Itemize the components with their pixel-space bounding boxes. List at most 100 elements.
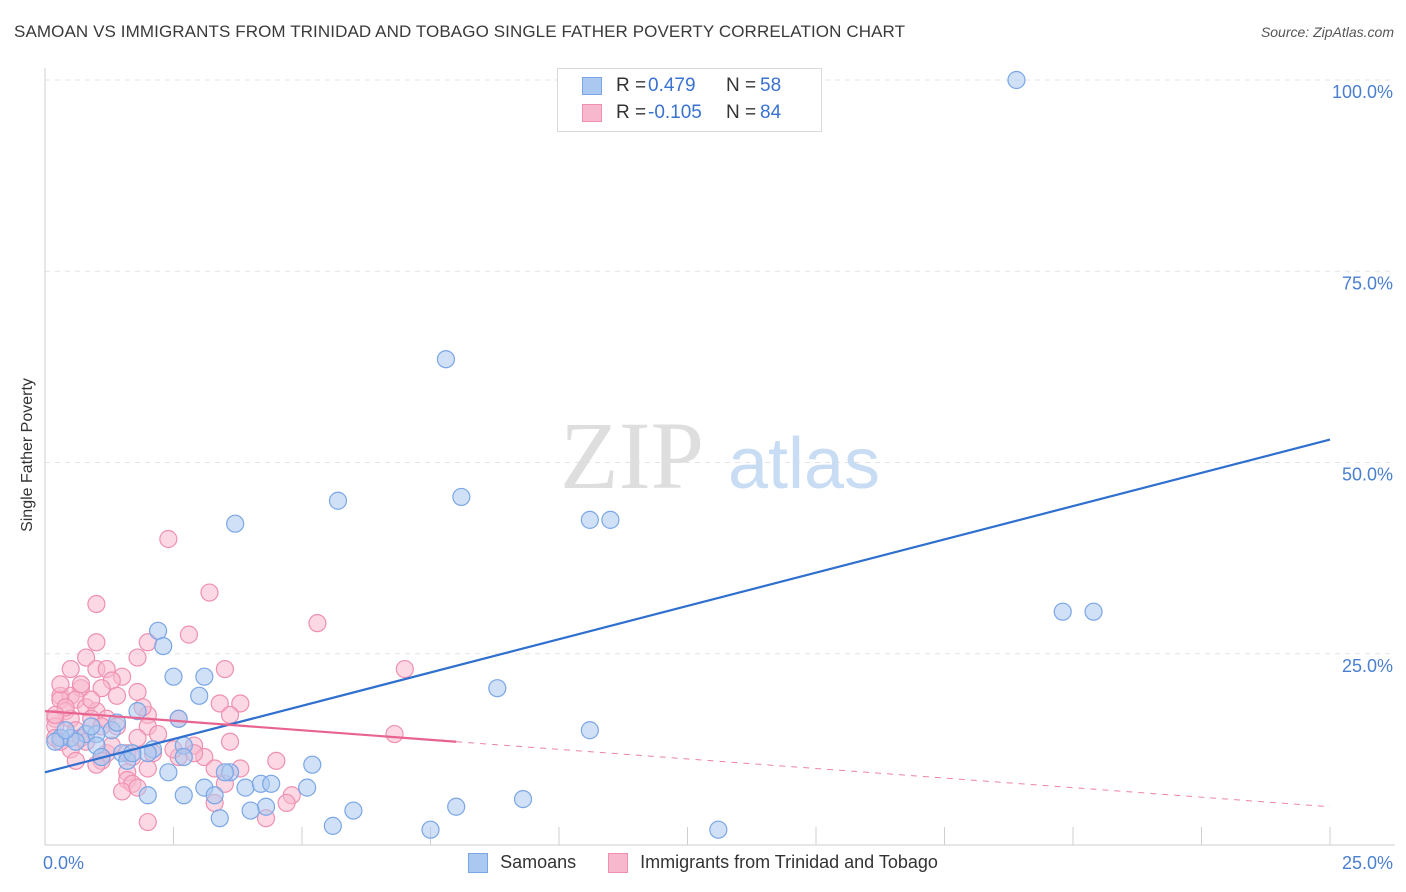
- samoans-swatch: [582, 77, 602, 95]
- samoan-point: [447, 797, 466, 816]
- trinidad-point: [87, 633, 106, 652]
- trinidad-point: [128, 682, 147, 702]
- samoan-point: [452, 487, 471, 507]
- samoan-point: [241, 801, 260, 820]
- samoan-point: [298, 778, 317, 797]
- tick-labels: 25.0% 50.0% 75.0% 100.0% 0.0% 25.0%: [43, 82, 1393, 873]
- samoan-point: [236, 778, 255, 797]
- y-tick-label: 75.0%: [1342, 273, 1393, 293]
- r-label: R =: [616, 102, 647, 123]
- samoan-point: [256, 797, 276, 816]
- legend-row-samoans: R = 0.479 N = 58: [582, 74, 781, 98]
- samoan-point: [323, 816, 342, 835]
- series-legend: Samoans Immigrants from Trinidad and Tob…: [0, 852, 1406, 873]
- x-tick-label: 25.0%: [1342, 853, 1393, 873]
- legend-item-samoans[interactable]: Samoans: [468, 852, 576, 873]
- trinidad-point: [82, 690, 101, 709]
- trinidad-point: [220, 705, 240, 725]
- samoan-point: [46, 732, 65, 751]
- legend-row-trinidad: R = -0.105 N = 84: [582, 101, 781, 125]
- samoan-point: [488, 679, 507, 698]
- trinidad-legend-swatch: [608, 852, 629, 873]
- samoan-point: [303, 755, 322, 774]
- data-points: [46, 70, 1103, 839]
- samoan-point: [56, 721, 75, 740]
- trinidad-point: [395, 659, 414, 679]
- trinidad-point: [277, 793, 296, 813]
- samoan-point: [580, 510, 599, 529]
- trinidad-point: [308, 614, 327, 633]
- trinidad-point: [87, 594, 106, 614]
- trinidad-point: [107, 686, 127, 705]
- y-tick-label: 50.0%: [1342, 465, 1393, 485]
- samoan-point: [421, 820, 440, 839]
- trinidad-point: [200, 583, 219, 602]
- trinidad-trend-line: [44, 710, 457, 743]
- y-tick-label: 25.0%: [1342, 656, 1393, 676]
- trinidad-point: [231, 694, 250, 713]
- samoan-point: [344, 801, 363, 820]
- samoan-point: [195, 667, 214, 686]
- source-label: Source: ZipAtlas.com: [1260, 24, 1394, 40]
- n-value: 58: [760, 75, 782, 96]
- legend-label: Samoans: [500, 852, 577, 872]
- samoan-point: [190, 686, 209, 705]
- samoan-point: [174, 747, 193, 767]
- trinidad-point: [220, 732, 240, 751]
- trinidad-point: [77, 648, 96, 667]
- samoan-point: [513, 789, 533, 809]
- samoan-trend-line: [44, 438, 1331, 774]
- grid-lines: [45, 79, 1395, 655]
- x-tick-label: 0.0%: [43, 853, 84, 873]
- trinidad-point: [179, 625, 199, 644]
- trinidad-swatch: [582, 104, 602, 122]
- samoan-point: [215, 763, 234, 782]
- trinidad-point: [148, 724, 168, 744]
- trinidad-point: [159, 529, 178, 549]
- axes: [44, 68, 1395, 846]
- trinidad-trend-extension: [456, 741, 1331, 808]
- trinidad-point: [61, 659, 80, 679]
- trinidad-point: [210, 694, 229, 713]
- samoan-point: [107, 713, 127, 732]
- chart-title: SAMOAN VS IMMIGRANTS FROM TRINIDAD AND T…: [14, 22, 906, 41]
- n-label: N =: [726, 75, 757, 96]
- samoan-point: [164, 667, 183, 686]
- samoan-point: [174, 786, 193, 805]
- samoan-point: [148, 621, 168, 640]
- samoan-point: [709, 820, 728, 839]
- legend-item-trinidad[interactable]: Immigrants from Trinidad and Tobago: [608, 852, 938, 873]
- legend-label: Immigrants from Trinidad and Tobago: [640, 852, 938, 872]
- samoan-point: [262, 774, 281, 793]
- samoan-point: [436, 350, 456, 369]
- samoan-point: [128, 702, 147, 721]
- samoan-point: [82, 717, 101, 736]
- n-value: 84: [760, 102, 782, 123]
- samoan-point: [205, 786, 224, 805]
- samoan-point: [601, 510, 620, 529]
- trinidad-point: [128, 648, 147, 667]
- trinidad-point: [138, 759, 157, 778]
- correlation-legend: R = 0.479 N = 58 R = -0.105 N = 84: [557, 68, 822, 132]
- trinidad-point: [138, 812, 157, 832]
- samoan-point: [210, 809, 229, 828]
- trinidad-point: [92, 679, 111, 698]
- r-value: -0.105: [648, 102, 702, 123]
- trend-lines: [44, 438, 1331, 808]
- n-label: N =: [726, 102, 757, 123]
- zipatlas-watermark: ZIP atlas: [560, 402, 880, 509]
- samoan-point: [328, 491, 348, 510]
- samoan-point: [1007, 70, 1026, 90]
- trinidad-point: [128, 728, 147, 748]
- watermark-zip: ZIP: [560, 402, 704, 509]
- trinidad-point: [267, 751, 286, 770]
- trinidad-point: [385, 724, 404, 744]
- samoan-point: [580, 721, 599, 740]
- watermark-atlas: atlas: [728, 424, 880, 504]
- samoan-point: [66, 732, 85, 751]
- samoan-point: [138, 786, 157, 805]
- r-value: 0.479: [648, 75, 696, 96]
- samoan-point: [226, 514, 245, 533]
- samoans-legend-swatch: [468, 852, 489, 873]
